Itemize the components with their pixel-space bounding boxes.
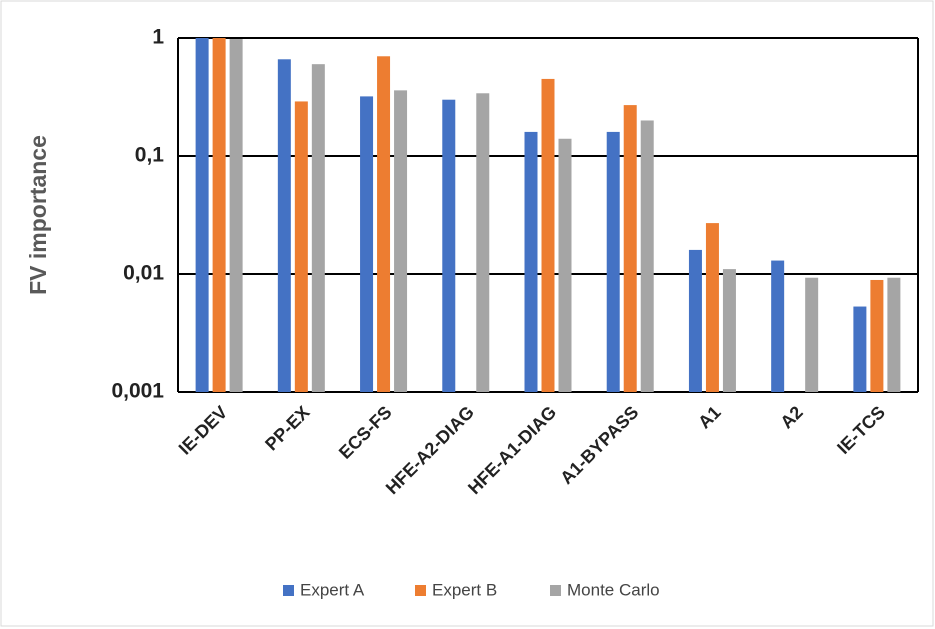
bar xyxy=(606,131,620,392)
bar xyxy=(229,39,243,392)
bar xyxy=(541,78,555,392)
bar xyxy=(640,120,654,393)
y-tick-label: 0,001 xyxy=(111,380,164,403)
y-tick-label: 0,1 xyxy=(135,144,165,167)
legend-swatch xyxy=(283,585,294,596)
bar xyxy=(558,138,572,392)
legend-label: Monte Carlo xyxy=(567,580,660,599)
bar xyxy=(277,59,291,392)
bar xyxy=(212,38,226,392)
bar xyxy=(360,96,374,392)
legend-swatch xyxy=(415,585,426,596)
bar xyxy=(623,105,637,393)
bar xyxy=(377,56,391,392)
bar xyxy=(853,306,867,392)
bar xyxy=(294,101,308,392)
legend-label: Expert B xyxy=(432,580,497,599)
bar xyxy=(805,277,819,392)
bar xyxy=(524,131,538,392)
bar xyxy=(442,99,456,392)
legend-swatch xyxy=(550,585,561,596)
bar xyxy=(887,277,901,392)
bar xyxy=(195,38,209,392)
bar xyxy=(688,249,702,392)
y-axis-title: FV importance xyxy=(25,135,51,295)
y-tick-label: 1 xyxy=(152,26,164,49)
bar xyxy=(311,64,325,392)
bar xyxy=(394,90,408,392)
y-tick-label: 0,01 xyxy=(123,262,164,285)
plot-area xyxy=(178,37,918,393)
legend-label: Expert A xyxy=(300,580,365,599)
bar xyxy=(722,269,736,392)
bar xyxy=(771,260,785,392)
bar xyxy=(705,223,719,392)
bar xyxy=(476,93,490,392)
bar xyxy=(870,279,884,392)
